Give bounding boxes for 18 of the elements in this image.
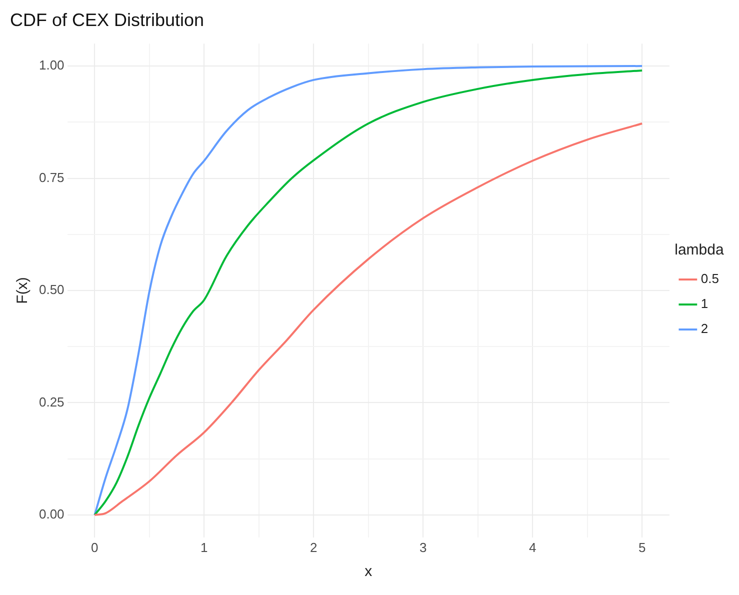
x-tick-label: 1 (200, 540, 208, 555)
chart-title: CDF of CEX Distribution (10, 10, 204, 30)
legend-title: lambda (674, 242, 724, 259)
legend-label: 0.5 (700, 271, 720, 286)
x-tick-label: 4 (528, 540, 536, 555)
y-tick-label: 0.50 (38, 282, 64, 298)
y-tick-label: 0.25 (38, 394, 64, 410)
x-tick-label: 5 (638, 540, 646, 555)
y-axis-title: F(x) (14, 277, 32, 304)
y-tick-label: 1.00 (38, 58, 64, 73)
x-tick-label: 0 (91, 540, 98, 555)
x-axis-title: x (364, 563, 373, 580)
y-tick-label: 0.75 (38, 170, 64, 185)
y-tick-label: 0.00 (38, 506, 64, 522)
legend-label: 1 (700, 296, 708, 312)
legend-label: 2 (700, 321, 708, 336)
x-tick-label: 2 (310, 540, 318, 555)
x-tick-label: 3 (419, 540, 427, 555)
